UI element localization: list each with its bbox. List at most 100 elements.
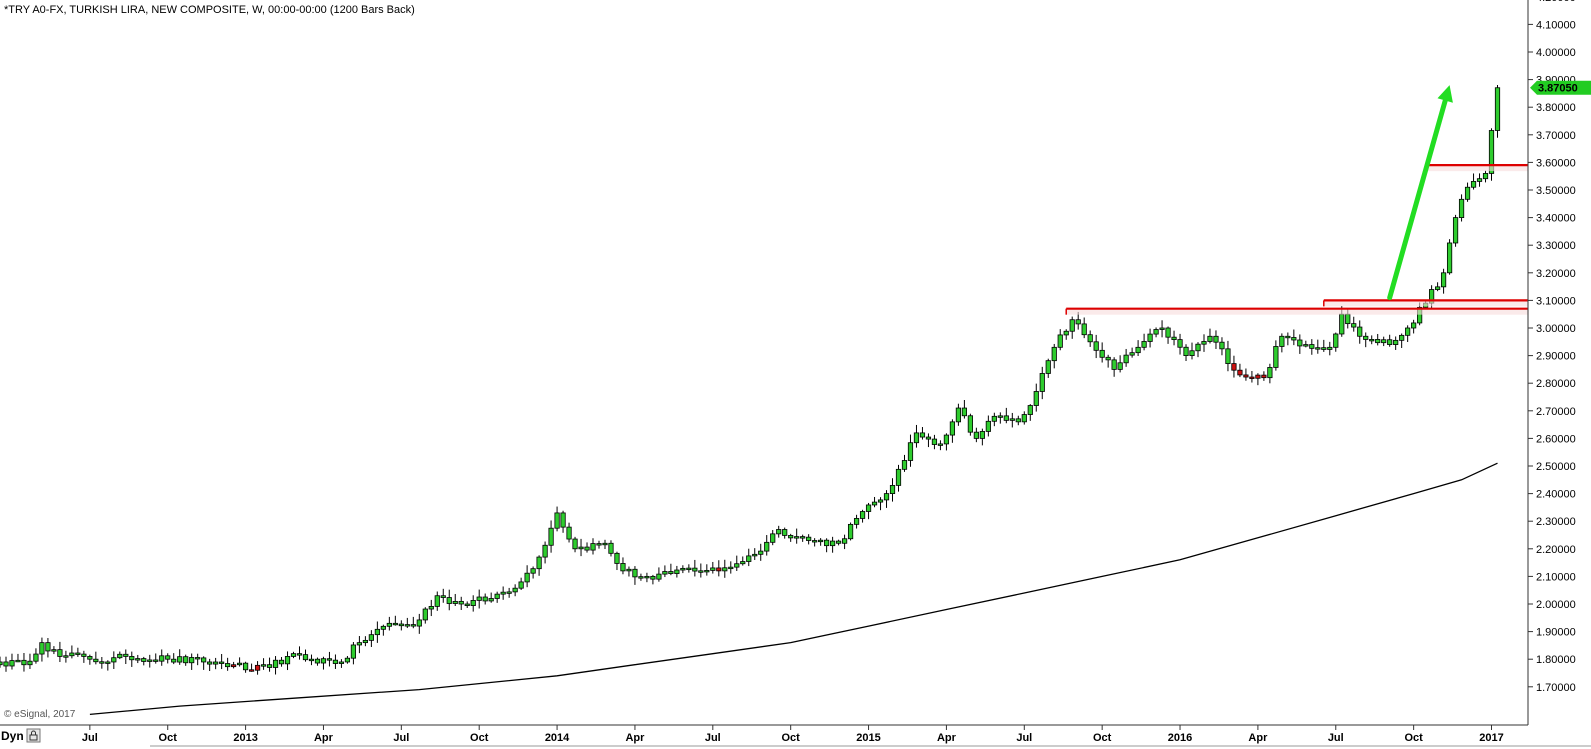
- candle-body: [272, 659, 279, 668]
- candle-body: [1417, 306, 1423, 324]
- candle: [272, 656, 279, 675]
- candle-body: [1440, 272, 1447, 288]
- candle: [955, 403, 962, 426]
- scale-lock-icon[interactable]: [26, 728, 41, 743]
- candle-body: [907, 442, 914, 461]
- candle: [0, 656, 3, 668]
- y-tick-label: 3.80000: [1536, 102, 1576, 114]
- candle: [123, 649, 129, 665]
- candle: [1063, 329, 1069, 340]
- candle: [81, 650, 87, 663]
- candle-body: [236, 662, 243, 666]
- candle-body: [27, 660, 33, 666]
- candle: [404, 617, 410, 629]
- candle-body: [117, 653, 123, 659]
- candle: [937, 440, 944, 451]
- candle: [1219, 337, 1225, 356]
- candle-body: [626, 568, 632, 572]
- x-tick-label: Jul: [705, 732, 721, 744]
- x-tick-label: Apr: [314, 732, 334, 744]
- candle-body: [1147, 333, 1153, 342]
- candle-body: [1039, 373, 1045, 392]
- candle: [374, 621, 380, 643]
- candle: [776, 525, 782, 538]
- candle: [554, 506, 560, 532]
- candle: [578, 538, 584, 557]
- candle: [356, 636, 363, 654]
- candle-body: [548, 527, 554, 546]
- candle: [794, 528, 800, 544]
- candle-body: [159, 655, 165, 662]
- candle: [1357, 320, 1363, 344]
- candle-body: [362, 639, 368, 644]
- candle: [183, 654, 189, 666]
- candle-body: [997, 415, 1003, 418]
- candle: [1093, 334, 1099, 359]
- candle-body: [716, 567, 722, 572]
- candle: [254, 661, 261, 675]
- y-tick-label: 2.50000: [1536, 461, 1576, 473]
- candle-body: [219, 661, 225, 664]
- candle-body: [1111, 359, 1117, 370]
- candle: [656, 567, 662, 582]
- candle: [1243, 368, 1249, 381]
- candle: [446, 589, 452, 611]
- candle: [674, 565, 680, 578]
- candle-body: [1105, 356, 1111, 361]
- candle-body: [1063, 330, 1069, 336]
- candle: [1458, 194, 1465, 222]
- candle: [225, 657, 231, 671]
- candle-body: [63, 655, 69, 658]
- candle-body: [1494, 87, 1501, 131]
- candle: [1387, 334, 1393, 347]
- candle: [614, 551, 620, 571]
- x-tick-label: 2017: [1479, 732, 1503, 744]
- candle-body: [51, 649, 57, 652]
- candle-body: [225, 663, 231, 668]
- candle: [362, 636, 368, 647]
- candle: [728, 561, 734, 574]
- candle: [1381, 336, 1387, 347]
- candle: [1291, 329, 1297, 346]
- candle-body: [578, 546, 584, 550]
- candle-body: [398, 623, 404, 627]
- candle-body: [123, 653, 129, 657]
- x-tick-label: Oct: [1404, 732, 1423, 744]
- candle-body: [566, 526, 572, 540]
- candle-body: [1315, 347, 1321, 350]
- candle: [236, 657, 243, 667]
- candle: [1237, 363, 1243, 378]
- candle: [836, 539, 842, 546]
- candle-body: [584, 546, 590, 551]
- candle-body: [841, 538, 848, 544]
- candle-body: [350, 644, 357, 659]
- candle-body: [1207, 335, 1213, 342]
- candle-body: [296, 653, 303, 656]
- candle-body: [794, 536, 800, 539]
- resistance-shadow: [1425, 164, 1528, 172]
- candle-body: [746, 555, 752, 562]
- candle: [1003, 407, 1009, 424]
- candle-body: [1375, 339, 1381, 344]
- candle: [9, 653, 15, 670]
- candle-body: [1387, 339, 1393, 345]
- candle: [967, 413, 973, 436]
- candle-body: [1159, 327, 1165, 330]
- candle-body: [1411, 322, 1417, 329]
- candle: [752, 548, 758, 560]
- candle: [704, 564, 710, 576]
- candle-body: [1081, 323, 1087, 336]
- candle-body: [764, 541, 770, 552]
- candle: [973, 427, 979, 443]
- candle: [153, 653, 159, 664]
- candle-body: [961, 407, 967, 417]
- y-tick-label: 3.20000: [1536, 268, 1576, 280]
- candle: [1249, 370, 1255, 383]
- candle: [913, 424, 920, 448]
- candle-body: [1405, 327, 1411, 336]
- y-tick-label: 3.70000: [1536, 130, 1576, 142]
- candle: [853, 514, 860, 529]
- chart-title: *TRY A0-FX, TURKISH LIRA, NEW COMPOSITE,…: [4, 4, 415, 16]
- candle-body: [153, 659, 159, 662]
- y-tick-label: 3.60000: [1536, 157, 1576, 169]
